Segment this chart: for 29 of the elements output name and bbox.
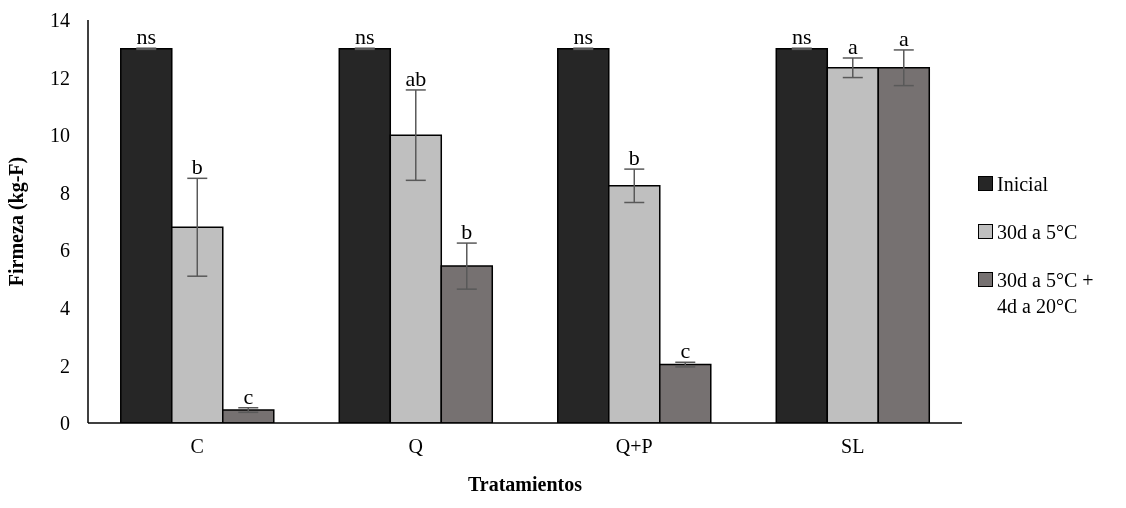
data-label: c (680, 338, 691, 364)
data-label: ns (573, 24, 594, 50)
y-tick-label: 12 (50, 66, 70, 89)
x-tick-label: Q+P (615, 435, 653, 458)
x-tick-label: C (190, 435, 204, 458)
y-tick-label: 10 (50, 124, 70, 147)
y-tick-label: 8 (60, 181, 70, 204)
y-tick-label: 14 (50, 9, 70, 32)
data-label: c (243, 383, 254, 409)
data-label: b (191, 154, 203, 180)
data-label: ns (354, 24, 375, 50)
legend-label: Inicial (997, 171, 1049, 197)
y-tick-label: 6 (60, 239, 70, 262)
data-label: b (628, 145, 640, 171)
y-tick-label: 2 (60, 354, 70, 377)
x-tick-label: Q (408, 435, 424, 458)
data-label: b (461, 219, 473, 245)
legend-label: 30d a 5°C (997, 219, 1078, 245)
data-label: ns (136, 24, 157, 50)
data-label: a (847, 34, 858, 59)
data-label: a (898, 25, 909, 51)
data-label: ns (791, 24, 812, 50)
y-tick-label: 4 (60, 296, 70, 319)
y-axis-title: Firmeza (kg-F) (5, 156, 29, 287)
y-tick-label: 0 (60, 412, 70, 435)
legend-label: 30d a 5°C + 4d a 20°C (997, 267, 1095, 319)
data-label: ab (405, 65, 427, 91)
x-tick-label: SL (841, 435, 865, 458)
x-axis-title: Tratamientos (467, 473, 583, 495)
